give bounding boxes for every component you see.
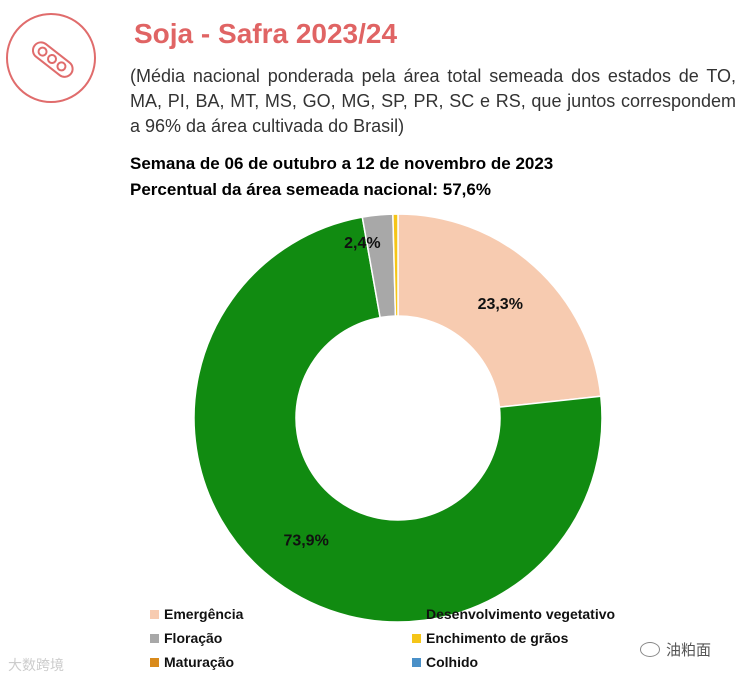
data-label-floracao: 2,4% [344, 235, 380, 252]
page-subtitle: (Média nacional ponderada pela área tota… [130, 66, 736, 136]
watermark-left: 大数跨境 [8, 657, 64, 673]
legend-item-colhido: Colhido [412, 654, 478, 670]
watermark-right: 油粕面 [640, 639, 711, 660]
legend-swatch [150, 609, 159, 619]
legend-item-desenvolvimento-vegetativo: Desenvolvimento vegetativo [412, 606, 615, 622]
watermark-right-text: 油粕面 [666, 642, 712, 659]
data-label-desenvolvimento-vegetativo: 73,9% [283, 532, 328, 549]
legend-item-floracao: Floração [150, 630, 222, 646]
legend-label: Maturação [164, 654, 235, 670]
legend-swatch [412, 609, 421, 619]
legend-label: Floração [164, 630, 223, 646]
legend-label: Enchimento de grãos [426, 630, 569, 646]
legend-item-maturacao: Maturação [150, 654, 234, 670]
logo [6, 13, 96, 103]
soybean-pod-icon [31, 41, 74, 78]
page-title: Soja - Safra 2023/24 [134, 18, 398, 49]
legend-swatch [412, 657, 421, 667]
sown-area-heading: Percentual da área semeada nacional: 57,… [130, 180, 491, 199]
slice-emergencia [397, 213, 602, 408]
legend-swatch [412, 633, 421, 643]
legend-label: Desenvolvimento vegetativo [426, 606, 616, 622]
data-label-emergencia: 23,3% [478, 296, 523, 313]
legend-item-emergencia: Emergência [150, 606, 243, 622]
legend-item-enchimento-de-graos: Enchimento de grãos [412, 630, 568, 646]
legend-swatch [150, 657, 159, 667]
legend-swatch [150, 633, 159, 643]
slice-enchimento-de-graos [392, 213, 399, 317]
legend-label: Emergência [164, 606, 244, 622]
slice-desenvolvimento-vegetativo [193, 216, 603, 623]
legend-label: Colhido [426, 654, 479, 670]
wechat-icon [640, 642, 660, 657]
week-heading: Semana de 06 de outubro a 12 de novembro… [130, 154, 554, 173]
